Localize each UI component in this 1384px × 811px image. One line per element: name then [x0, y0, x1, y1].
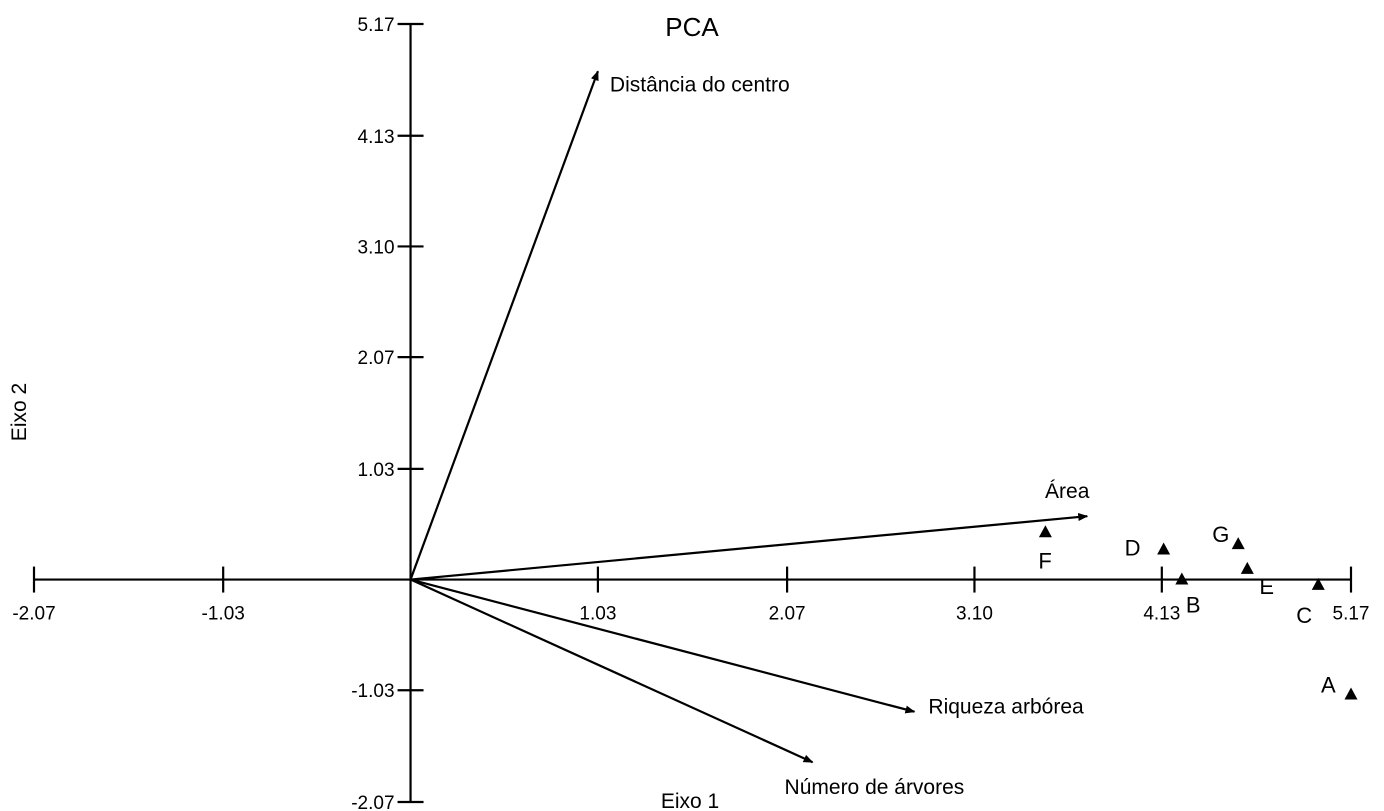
y-axis-title: Eixo 2	[8, 383, 31, 441]
site-label: G	[1212, 522, 1229, 547]
site-label: F	[1038, 548, 1051, 573]
site-label: A	[1321, 673, 1336, 698]
site-label: D	[1125, 535, 1141, 560]
vector-arrow	[410, 578, 916, 714]
x-tick-label: 2.07	[769, 604, 806, 625]
y-tick-label: 3.10	[358, 237, 395, 258]
y-tick-label: 2.07	[358, 348, 395, 369]
vector-label: Área	[1045, 480, 1090, 503]
vector-arrow	[410, 578, 814, 764]
y-tick-label: -2.07	[351, 793, 394, 811]
x-tick-label: 1.03	[579, 604, 616, 625]
y-tick-label: 4.13	[358, 127, 395, 148]
x-tick-label: -1.03	[202, 604, 245, 625]
site-label: B	[1186, 593, 1201, 618]
vector-label: Número de árvores	[785, 776, 965, 799]
site-marker	[1311, 577, 1325, 590]
loading-vectors: Distância do centro Área Riqueza arbórea Nú…	[409, 70, 1090, 799]
site-label: E	[1259, 574, 1274, 599]
site-marker	[1344, 687, 1358, 700]
vector-label: Distância do centro	[610, 73, 790, 96]
y-tick-label: 5.17	[358, 15, 395, 36]
y-tick-label: -1.03	[351, 681, 394, 702]
site-marker	[1240, 561, 1254, 574]
site-marker	[1157, 542, 1171, 555]
site-points: A B C D E F G	[1038, 522, 1358, 700]
site-label: C	[1296, 603, 1312, 628]
x-tick-label: 3.10	[956, 604, 993, 625]
site-marker	[1038, 525, 1052, 538]
site-marker	[1231, 537, 1245, 550]
vector-arrow	[409, 70, 599, 580]
axes: -2.07 -1.03 1.03 2.07 3.10 4.13 5.17 5.17 4.13 3.…	[12, 15, 1369, 811]
chart-title: PCA	[665, 12, 719, 42]
x-tick-label: 5.17	[1333, 604, 1370, 625]
vector-arrow	[410, 513, 1089, 581]
x-axis-title: Eixo 1	[661, 790, 719, 811]
site-marker	[1175, 572, 1189, 585]
x-tick-label: 4.13	[1143, 604, 1180, 625]
x-tick-label: -2.07	[12, 604, 55, 625]
vector-label: Riqueza arbórea	[928, 696, 1084, 719]
y-tick-label: 1.03	[358, 460, 395, 481]
